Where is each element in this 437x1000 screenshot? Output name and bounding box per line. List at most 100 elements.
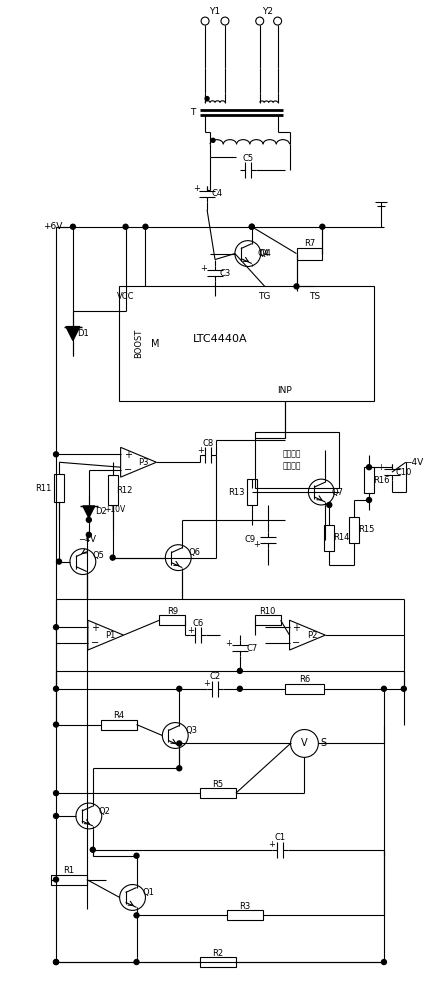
- Circle shape: [54, 813, 59, 818]
- Bar: [101, 720, 136, 730]
- Text: TS: TS: [309, 292, 320, 301]
- Bar: [255, 432, 339, 488]
- Polygon shape: [83, 506, 95, 518]
- Circle shape: [320, 224, 325, 229]
- Text: −4V: −4V: [404, 458, 423, 467]
- Text: +: +: [378, 463, 385, 472]
- Text: M: M: [151, 339, 160, 349]
- Bar: [364, 467, 374, 493]
- Text: R2: R2: [212, 949, 224, 958]
- Text: +: +: [197, 446, 204, 455]
- Circle shape: [237, 686, 243, 691]
- Text: C3: C3: [219, 269, 231, 278]
- Circle shape: [401, 686, 406, 691]
- Circle shape: [249, 224, 254, 229]
- Text: R12: R12: [116, 486, 133, 495]
- Circle shape: [54, 722, 59, 727]
- Text: R1: R1: [63, 866, 75, 875]
- Bar: [255, 615, 281, 625]
- Text: +: +: [91, 623, 99, 633]
- Bar: [324, 525, 334, 551]
- Text: +: +: [268, 840, 275, 849]
- Text: 放大电路: 放大电路: [282, 462, 301, 471]
- Text: −4V: −4V: [78, 535, 96, 544]
- Text: +6V: +6V: [43, 222, 62, 231]
- Circle shape: [294, 284, 299, 289]
- Text: C10: C10: [395, 468, 412, 477]
- Text: +: +: [225, 639, 232, 648]
- Text: Q4: Q4: [260, 249, 272, 258]
- Text: D1: D1: [77, 329, 89, 338]
- Bar: [349, 517, 359, 543]
- Text: +: +: [124, 450, 132, 460]
- Bar: [108, 475, 118, 505]
- Circle shape: [237, 668, 243, 673]
- Text: INP: INP: [277, 386, 292, 395]
- Circle shape: [177, 766, 182, 771]
- Text: Q5: Q5: [93, 551, 105, 560]
- Circle shape: [54, 452, 59, 457]
- Text: LTC4440A: LTC4440A: [193, 334, 247, 344]
- Text: R4: R4: [113, 711, 124, 720]
- Circle shape: [54, 686, 59, 691]
- Text: R5: R5: [212, 780, 224, 789]
- Circle shape: [177, 686, 182, 691]
- Circle shape: [134, 853, 139, 858]
- Text: Q3: Q3: [185, 726, 197, 735]
- Text: R15: R15: [358, 525, 374, 534]
- Circle shape: [143, 224, 148, 229]
- Text: S: S: [320, 738, 326, 748]
- Bar: [51, 875, 87, 885]
- Circle shape: [70, 224, 76, 229]
- Text: +: +: [204, 679, 211, 688]
- Text: +: +: [253, 540, 260, 549]
- Text: R13: R13: [228, 488, 244, 497]
- Circle shape: [205, 97, 209, 101]
- Circle shape: [54, 960, 59, 965]
- Text: C7: C7: [246, 644, 257, 653]
- Text: C4: C4: [212, 189, 222, 198]
- Circle shape: [123, 224, 128, 229]
- Text: R6: R6: [299, 675, 310, 684]
- Circle shape: [249, 224, 254, 229]
- Text: BOOST: BOOST: [134, 329, 143, 358]
- Bar: [296, 248, 323, 260]
- Text: C2: C2: [209, 672, 221, 681]
- Text: −: −: [292, 638, 301, 648]
- Text: R11: R11: [35, 484, 51, 493]
- Circle shape: [367, 498, 371, 502]
- Circle shape: [54, 625, 59, 630]
- Circle shape: [177, 741, 182, 746]
- Text: +: +: [193, 184, 200, 193]
- Text: −: −: [91, 638, 99, 648]
- Text: +: +: [201, 264, 208, 273]
- Circle shape: [367, 465, 371, 470]
- Text: TG: TG: [259, 292, 271, 301]
- Text: −: −: [124, 465, 132, 475]
- Circle shape: [110, 555, 115, 560]
- Circle shape: [56, 559, 62, 564]
- Text: T: T: [191, 108, 196, 117]
- Text: Y2: Y2: [262, 7, 273, 16]
- Circle shape: [327, 502, 332, 507]
- Bar: [118, 286, 374, 401]
- Text: Q6: Q6: [188, 548, 200, 557]
- Text: P2: P2: [307, 631, 318, 640]
- Text: +10V: +10V: [104, 505, 125, 514]
- Circle shape: [134, 960, 139, 965]
- Circle shape: [54, 960, 59, 965]
- Circle shape: [87, 532, 91, 537]
- Text: R10: R10: [260, 607, 276, 616]
- Text: R14: R14: [333, 533, 350, 542]
- Circle shape: [134, 913, 139, 918]
- Text: 逻辑保护: 逻辑保护: [282, 450, 301, 459]
- Circle shape: [382, 686, 386, 691]
- Text: +: +: [292, 623, 301, 633]
- Bar: [200, 957, 236, 967]
- Text: P1: P1: [105, 631, 116, 640]
- Text: R7: R7: [304, 239, 315, 248]
- Text: +: +: [187, 626, 194, 635]
- Bar: [284, 684, 324, 694]
- Polygon shape: [66, 327, 80, 341]
- Text: C8: C8: [202, 439, 214, 448]
